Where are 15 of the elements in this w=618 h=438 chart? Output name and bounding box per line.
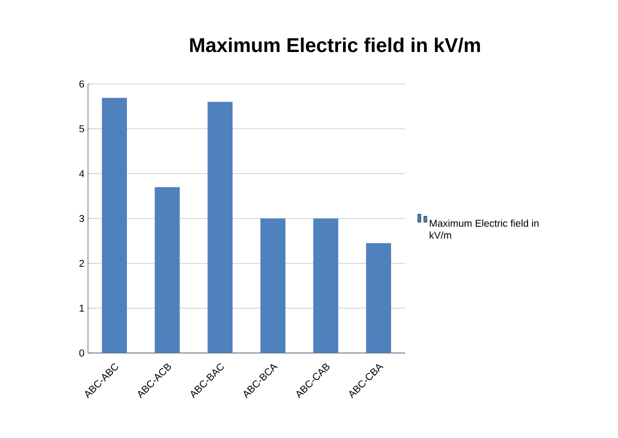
y-tick-label: 4 [79,170,84,178]
bar [154,187,180,353]
chart-title: Maximum Electric field in kV/m [190,38,480,52]
y-tick-label: 2 [79,260,84,267]
bar [366,243,392,353]
bar [313,218,338,353]
y-tick-label: 0 [79,349,84,357]
bar [208,102,233,353]
y-tick-label: 3 [79,214,84,222]
y-tick-label: 1 [80,304,84,312]
bar [102,98,127,353]
legend-label: Maximum Electric field in kV/m [430,219,539,239]
y-tick-label: 6 [79,80,84,88]
bar [260,218,286,353]
y-tick-label: 5 [79,125,84,132]
